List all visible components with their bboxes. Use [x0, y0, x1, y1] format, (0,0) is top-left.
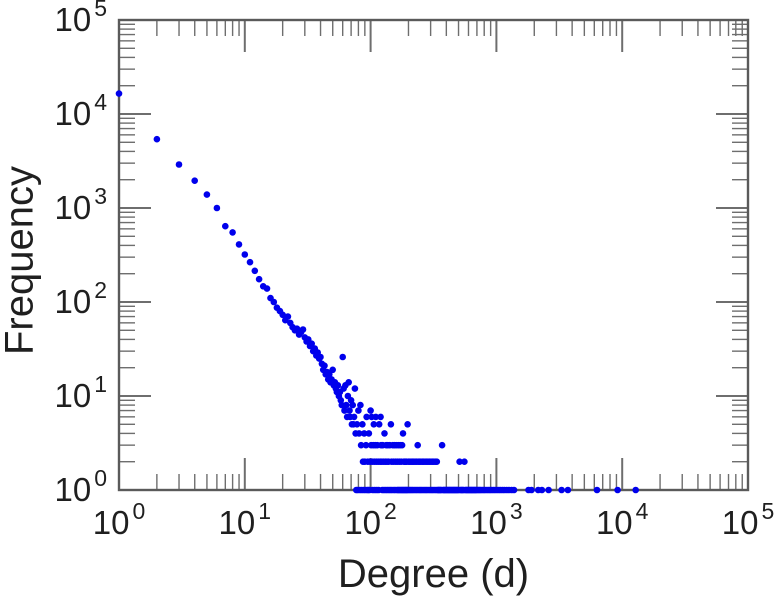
- svg-text:101: 10 1: [54, 371, 107, 414]
- data-point: [334, 382, 342, 389]
- data-point: [246, 258, 254, 266]
- svg-text:104: 10 4: [54, 89, 107, 132]
- data-point: [370, 421, 378, 428]
- data-point: [353, 421, 361, 428]
- data-point: [317, 353, 324, 361]
- data-point: [213, 204, 221, 212]
- data-point: [342, 401, 350, 409]
- data-point: [387, 421, 395, 428]
- data-point: [381, 430, 388, 437]
- data-point: [398, 441, 406, 449]
- data-point: [461, 458, 468, 466]
- data-point: [339, 353, 347, 361]
- data-point: [614, 486, 621, 494]
- data-point: [357, 441, 365, 449]
- data-point: [349, 401, 357, 409]
- data-point: [255, 275, 263, 283]
- svg-text:105: 10 5: [54, 0, 107, 38]
- data-point: [538, 486, 546, 494]
- data-point: [545, 486, 552, 494]
- svg-text:104: 10 4: [596, 498, 649, 541]
- data-point: [433, 458, 441, 466]
- data-point: [153, 135, 161, 143]
- data-point: [355, 407, 362, 414]
- svg-text:102: 10 2: [344, 498, 397, 541]
- data-point: [175, 161, 183, 168]
- data-point: [564, 486, 572, 494]
- data-point: [558, 486, 565, 494]
- data-point: [367, 407, 374, 414]
- data-point: [593, 486, 601, 494]
- data-point: [372, 413, 380, 421]
- data-point: [222, 222, 229, 230]
- data-point: [350, 413, 358, 421]
- svg-text:102: 10 2: [54, 277, 107, 320]
- svg-text:103: 10 3: [54, 183, 107, 226]
- data-point: [191, 177, 198, 184]
- svg-text:103: 10 3: [470, 498, 523, 541]
- data-point: [399, 430, 407, 437]
- data-point: [321, 362, 328, 370]
- svg-text:100: 10 0: [54, 465, 107, 508]
- data-point: [263, 285, 271, 292]
- data-point: [329, 366, 337, 374]
- data-point: [326, 371, 333, 378]
- data-point: [375, 421, 383, 428]
- data-point: [377, 413, 384, 421]
- data-point: [279, 311, 287, 319]
- data-point: [414, 441, 422, 449]
- data-point: [308, 340, 316, 348]
- y-axis-title: Frequency: [0, 166, 42, 355]
- data-point: [632, 486, 639, 494]
- x-axis-title: Degree (d): [337, 552, 530, 596]
- data-point: [241, 251, 249, 258]
- data-point: [345, 379, 353, 386]
- data-point: [510, 486, 518, 494]
- data-point: [299, 326, 307, 333]
- data-point: [528, 486, 535, 494]
- data-point: [365, 430, 373, 437]
- data-point: [235, 241, 243, 248]
- data-point: [251, 267, 259, 275]
- svg-text:105: 10 5: [722, 498, 775, 541]
- data-point: [360, 430, 368, 437]
- data-point: [456, 458, 463, 466]
- data-point: [404, 421, 411, 428]
- data-point: [346, 407, 353, 414]
- data-point: [203, 191, 211, 198]
- data-point: [270, 298, 278, 306]
- data-point: [355, 430, 363, 437]
- data-point: [363, 413, 370, 421]
- data-point: [362, 441, 370, 449]
- data-point: [359, 421, 366, 428]
- data-point: [115, 90, 123, 97]
- svg-text:100: 10 0: [93, 498, 146, 541]
- svg-text:101: 10 1: [219, 498, 272, 541]
- data-point: [284, 313, 292, 320]
- data-point: [438, 441, 446, 449]
- data-point: [229, 229, 236, 236]
- data-point: [341, 407, 348, 414]
- data-point: [351, 385, 359, 392]
- data-point: [357, 401, 364, 409]
